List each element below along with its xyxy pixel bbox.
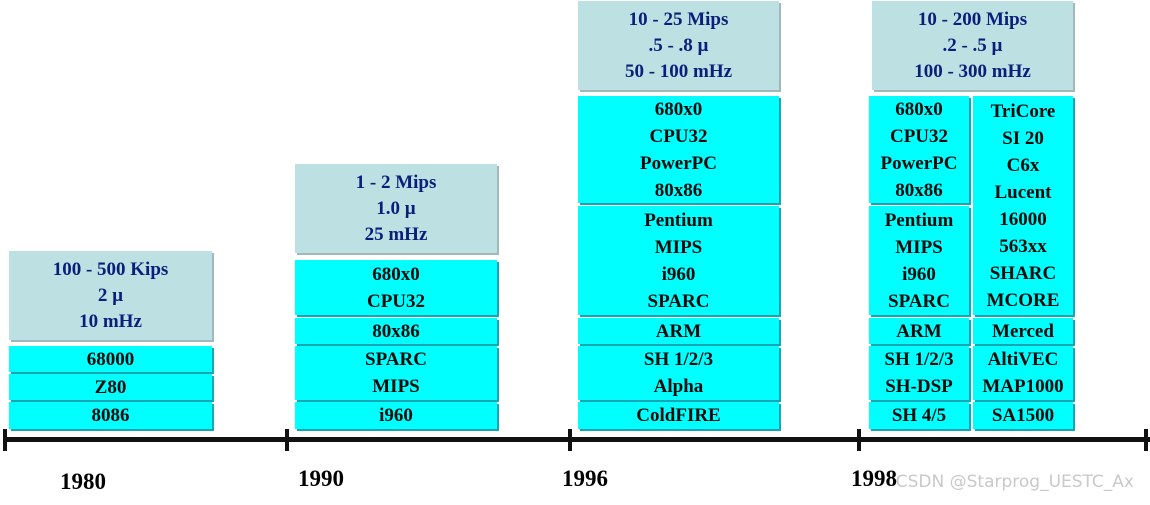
col2-group-2: 80x86 <box>295 318 497 344</box>
processor-label: MAP1000 <box>982 376 1064 397</box>
processor-label: Alpha <box>653 376 704 397</box>
processor-label: MIPS <box>654 236 703 258</box>
processor-label: CPU32 <box>889 125 949 147</box>
timeline-tick <box>3 429 7 451</box>
col3-group-1: 680x0 CPU32 PowerPC 80x86 <box>578 96 779 203</box>
col2-perf: 1 - 2 Mips <box>355 171 437 193</box>
col4-left-group-1: 680x0 CPU32 PowerPC 80x86 <box>869 96 969 203</box>
col4-process: .2 - .5 µ <box>942 34 1003 56</box>
timeline-tick <box>1144 429 1148 451</box>
processor-label: 8086 <box>91 405 130 426</box>
watermark: CSDN @Starprog_UESTC_Ax <box>895 472 1134 492</box>
processor-label: SPARC <box>647 290 710 312</box>
col3-process: .5 - .8 µ <box>648 34 709 56</box>
timeline-axis <box>4 437 1150 442</box>
col4-right-group-3: AltiVEC MAP1000 <box>973 346 1073 400</box>
processor-label: MCORE <box>986 289 1060 311</box>
processor-label: 68000 <box>86 348 135 370</box>
col4-right-group-1: TriCore SI 20 C6x Lucent 16000 563xx SHA… <box>973 96 1073 315</box>
processor-label: SA1500 <box>991 405 1055 426</box>
processor-label: ColdFIRE <box>636 405 721 426</box>
processor-label: PowerPC <box>639 152 718 174</box>
col4-clock: 100 - 300 mHz <box>914 60 1031 82</box>
col3-group-5: ColdFIRE <box>578 402 779 429</box>
col4-left-group-4: SH 1/2/3 SH-DSP <box>869 346 969 400</box>
col3-clock: 50 - 100 mHz <box>624 60 733 82</box>
col3-group-3: ARM <box>578 318 779 344</box>
processor-label: CPU32 <box>366 290 426 312</box>
processor-label: 80x86 <box>372 320 420 342</box>
col4-perf: 10 - 200 Mips <box>917 8 1028 30</box>
col1-process: 2 µ <box>97 284 124 306</box>
year-label-1990: 1990 <box>298 466 344 491</box>
processor-label: SH 1/2/3 <box>643 349 714 370</box>
processor-label: SH 1/2/3 <box>884 349 954 370</box>
col1-group-1: 68000 <box>9 346 212 372</box>
col2-header: 1 - 2 Mips 1.0 µ 25 mHz <box>295 164 497 253</box>
processor-label: C6x <box>1006 154 1040 176</box>
col1-perf: 100 - 500 Kips <box>52 258 169 280</box>
processor-label: 680x0 <box>654 98 703 120</box>
processor-label: 16000 <box>999 208 1047 230</box>
col1-clock: 10 mHz <box>79 310 142 332</box>
year-label-1980: 1980 <box>60 469 106 494</box>
col2-group-4: i960 <box>295 402 497 429</box>
col3-header: 10 - 25 Mips .5 - .8 µ 50 - 100 mHz <box>578 1 779 90</box>
col3-group-4: SH 1/2/3 Alpha <box>578 346 779 400</box>
processor-label: SH-DSP <box>885 376 953 397</box>
processor-label: ARM <box>896 320 942 342</box>
processor-label: SH 4/5 <box>891 405 947 426</box>
col1-group-2: Z80 <box>9 374 212 400</box>
timeline-tick <box>568 429 572 451</box>
processor-label: SPARC <box>888 290 950 312</box>
processor-label: 80x86 <box>895 179 943 201</box>
processor-label: Pentium <box>644 209 713 231</box>
col3-perf: 10 - 25 Mips <box>628 8 729 30</box>
col2-group-1: 680x0 CPU32 <box>295 260 497 315</box>
processor-label: i960 <box>902 263 936 285</box>
col4-header: 10 - 200 Mips .2 - .5 µ 100 - 300 mHz <box>872 1 1073 90</box>
processor-label: SPARC <box>365 349 427 370</box>
processor-label: AltiVEC <box>987 349 1059 370</box>
col4-left-group-5: SH 4/5 <box>869 402 969 429</box>
processor-label: CPU32 <box>649 125 708 147</box>
processor-label: 680x0 <box>372 263 420 285</box>
col2-process: 1.0 µ <box>376 197 416 219</box>
processor-label: ARM <box>655 320 702 342</box>
col2-clock: 25 mHz <box>364 223 428 245</box>
processor-label: MIPS <box>895 236 943 258</box>
col1-header: 100 - 500 Kips 2 µ 10 mHz <box>9 251 212 340</box>
timeline-tick <box>857 429 861 451</box>
processor-label: Pentium <box>884 209 954 231</box>
processor-label: Merced <box>992 320 1054 342</box>
processor-label: Z80 <box>94 376 127 398</box>
processor-label: MIPS <box>372 376 420 397</box>
col4-right-group-2: Merced <box>973 318 1073 344</box>
processor-label: SI 20 <box>1002 127 1044 149</box>
processor-label: 563xx <box>999 235 1047 257</box>
year-label-1998: 1998 <box>851 466 897 491</box>
processor-label: i960 <box>379 405 413 426</box>
processor-label: i960 <box>661 263 696 285</box>
processor-label: 680x0 <box>895 98 943 120</box>
processor-label: TriCore <box>990 100 1056 122</box>
processor-label: SHARC <box>989 262 1057 284</box>
processor-label: PowerPC <box>880 152 958 174</box>
col1-group-3: 8086 <box>9 402 212 429</box>
timeline-tick <box>285 429 289 451</box>
col4-left-group-2: Pentium MIPS i960 SPARC <box>869 206 969 315</box>
col4-left-group-3: ARM <box>869 318 969 344</box>
col3-group-2: Pentium MIPS i960 SPARC <box>578 206 779 315</box>
col2-group-3: SPARC MIPS <box>295 346 497 400</box>
col4-right-group-4: SA1500 <box>973 402 1073 429</box>
processor-label: 80x86 <box>654 179 703 201</box>
processor-label: Lucent <box>994 181 1052 203</box>
year-label-1996: 1996 <box>562 466 608 491</box>
